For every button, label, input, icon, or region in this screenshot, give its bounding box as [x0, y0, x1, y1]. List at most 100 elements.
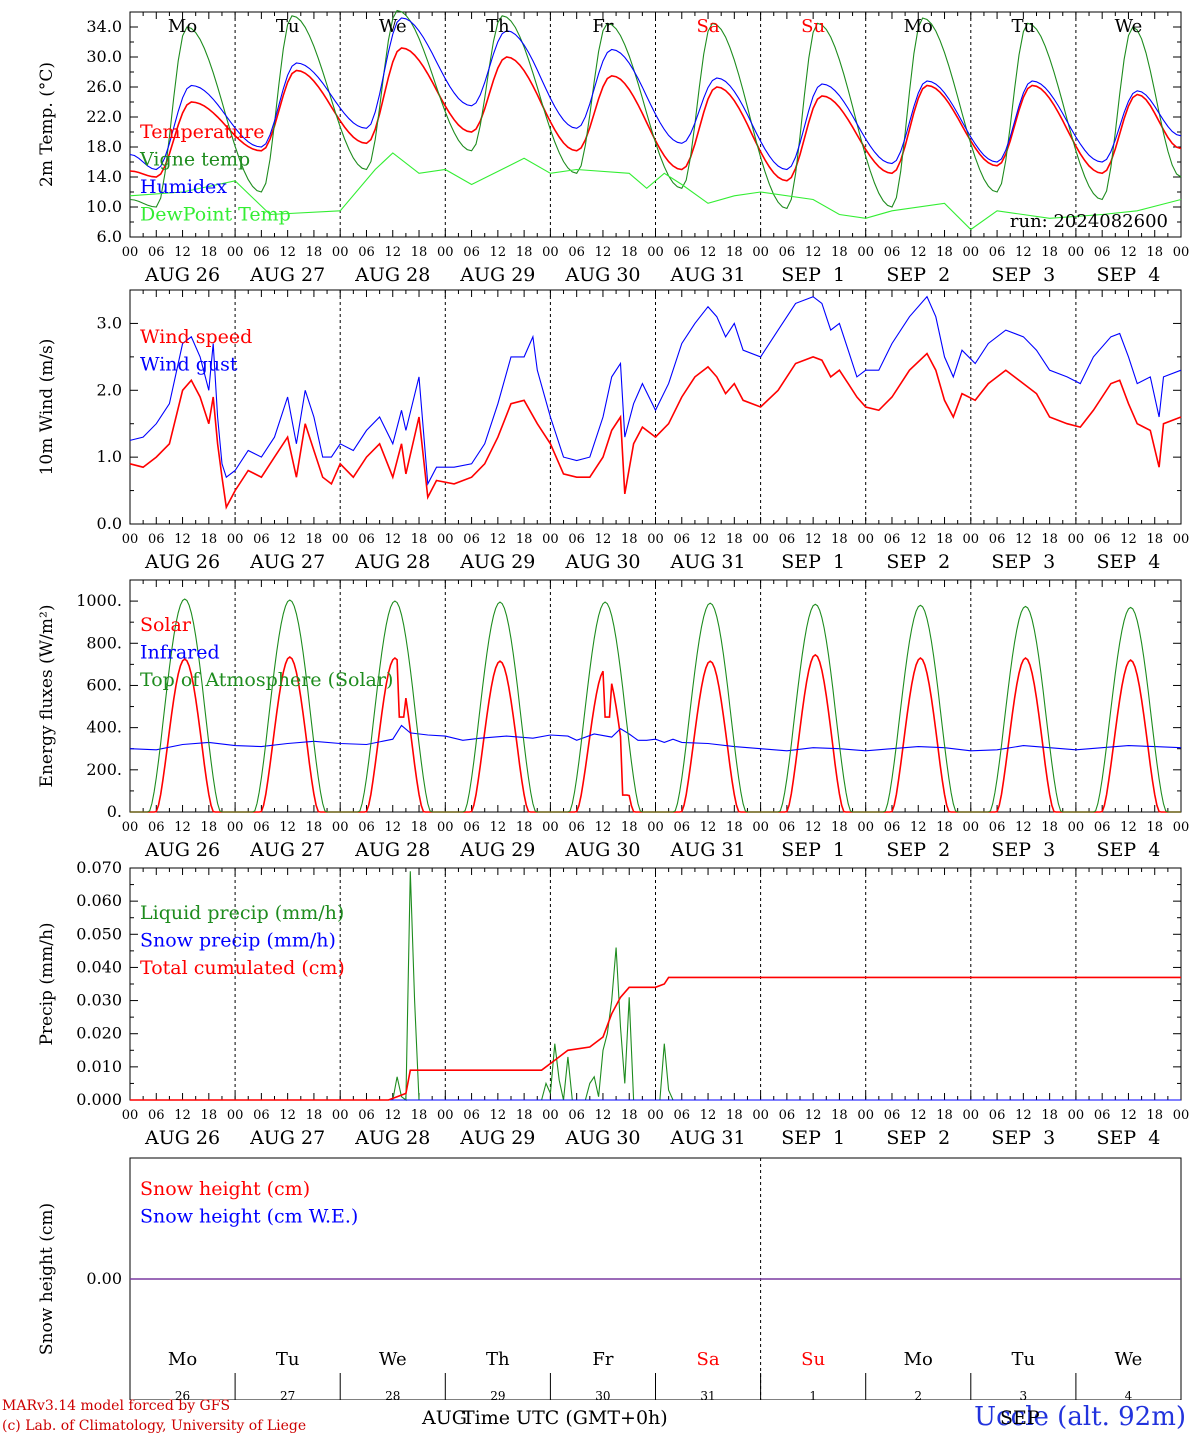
day-number-label: 28 — [385, 1389, 400, 1400]
wind-hour-label: 06 — [358, 532, 375, 547]
temperature-hour-label: 00 — [1173, 245, 1190, 260]
temperature-y-tick-label: 14.0 — [86, 167, 122, 186]
precip-hour-label: 00 — [1173, 1108, 1190, 1123]
wind-day-label: SEP 3 — [991, 551, 1055, 573]
wind-series-wind-speed — [129, 352, 1182, 510]
temperature-day-label: AUG 30 — [564, 264, 640, 286]
energy-hour-label: 12 — [279, 820, 296, 835]
weekday-label-top: Fr — [592, 16, 613, 37]
precip-hour-label: 18 — [306, 1108, 323, 1123]
precip-hour-label: 06 — [884, 1108, 901, 1123]
precip-series-total-cumulated-cm- — [130, 976, 1181, 1101]
temperature-y-axis-label: 2m Temp. (°C) — [37, 62, 57, 187]
temperature-hour-label: 00 — [963, 245, 980, 260]
wind-hour-label: 18 — [831, 532, 848, 547]
snow-y-axis-label: Snow height (cm) — [37, 1203, 57, 1355]
energy-day-label: SEP 4 — [1097, 839, 1161, 861]
weekday-label-top: We — [379, 16, 407, 37]
precip-hour-label: 06 — [253, 1108, 270, 1123]
precip-day-label: AUG 26 — [144, 1127, 220, 1149]
energy-day-label: SEP 1 — [781, 839, 845, 861]
energy-hour-label: 00 — [1173, 820, 1190, 835]
energy-hour-label: 00 — [1068, 820, 1085, 835]
energy-legend-solar: Solar — [140, 614, 192, 636]
energy-hour-label: 18 — [516, 820, 533, 835]
weekday-label-bottom: Tu — [1012, 1349, 1036, 1370]
temperature-day-label: AUG 28 — [354, 264, 430, 286]
precip-hour-label: 18 — [621, 1108, 638, 1123]
temperature-hour-label: 00 — [437, 245, 454, 260]
precip-y-tick-label: 0.010 — [76, 1057, 122, 1076]
precip-hour-label: 18 — [936, 1108, 953, 1123]
temperature-hour-label: 12 — [595, 245, 612, 260]
temperature-hour-label: 00 — [647, 245, 664, 260]
energy-hour-label: 12 — [174, 820, 191, 835]
energy-hour-label: 00 — [437, 820, 454, 835]
energy-hour-label: 18 — [936, 820, 953, 835]
precip-day-label: SEP 4 — [1097, 1127, 1161, 1149]
weekday-label-bottom: We — [379, 1349, 407, 1370]
temperature-series-humidex — [129, 17, 1182, 171]
day-number-label: 2 — [914, 1389, 922, 1400]
temperature-hour-label: 00 — [332, 245, 349, 260]
precip-hour-label: 00 — [227, 1108, 244, 1123]
energy-hour-label: 00 — [752, 820, 769, 835]
energy-hour-label: 06 — [779, 820, 796, 835]
wind-hour-label: 18 — [411, 532, 428, 547]
precip-hour-label: 12 — [279, 1108, 296, 1123]
precip-hour-label: 06 — [989, 1108, 1006, 1123]
meteogram: 6.010.014.018.022.026.030.034.02m Temp. … — [37, 9, 1190, 1400]
temperature-hour-label: 12 — [490, 245, 507, 260]
wind-hour-label: 00 — [1068, 532, 1085, 547]
precip-legend-snow-precip-mm-h-: Snow precip (mm/h) — [140, 930, 336, 952]
footer-axis: AUG Time UTC (GMT+0h) SEP — [421, 1407, 1040, 1429]
temperature-hour-label: 12 — [805, 245, 822, 260]
wind-day-label: AUG 28 — [354, 551, 430, 573]
precip-hour-label: 12 — [700, 1108, 717, 1123]
energy-hour-label: 18 — [1041, 820, 1058, 835]
wind-hour-label: 06 — [253, 532, 270, 547]
time-axis-label: Time UTC (GMT+0h) — [462, 1407, 668, 1429]
energy-hour-label: 18 — [411, 820, 428, 835]
wind-hour-label: 00 — [437, 532, 454, 547]
energy-hour-label: 06 — [884, 820, 901, 835]
weekday-label-bottom: Sa — [697, 1349, 720, 1370]
wind-hour-label: 00 — [542, 532, 559, 547]
energy-hour-label: 18 — [831, 820, 848, 835]
temperature-hour-label: 18 — [411, 245, 428, 260]
temperature-y-tick-label: 10.0 — [86, 197, 122, 216]
precip-hour-label: 06 — [674, 1108, 691, 1123]
energy-hour-label: 00 — [857, 820, 874, 835]
temperature-y-tick-label: 22.0 — [86, 107, 122, 126]
precip-hour-label: 18 — [516, 1108, 533, 1123]
precip-hour-label: 12 — [174, 1108, 191, 1123]
wind-hour-label: 06 — [568, 532, 585, 547]
wind-hour-label: 18 — [1041, 532, 1058, 547]
temperature-hour-label: 12 — [174, 245, 191, 260]
precip-y-tick-label: 0.060 — [76, 891, 122, 910]
energy-hour-label: 00 — [227, 820, 244, 835]
wind-day-label: SEP 4 — [1097, 551, 1161, 573]
wind-hour-label: 00 — [122, 532, 139, 547]
temperature-hour-label: 00 — [227, 245, 244, 260]
energy-y-tick-label: 600. — [86, 675, 122, 694]
energy-hour-label: 18 — [621, 820, 638, 835]
precip-hour-label: 06 — [1094, 1108, 1111, 1123]
temperature-hour-label: 12 — [1015, 245, 1032, 260]
temperature-hour-label: 12 — [700, 245, 717, 260]
wind-hour-label: 00 — [752, 532, 769, 547]
wind-hour-label: 06 — [674, 532, 691, 547]
wind-day-label: AUG 27 — [249, 551, 325, 573]
energy-day-label: AUG 30 — [564, 839, 640, 861]
temperature-run-annotation: run: 2024082600 — [1010, 211, 1168, 232]
wind-hour-label: 06 — [884, 532, 901, 547]
energy-hour-label: 12 — [595, 820, 612, 835]
temperature-day-label: AUG 26 — [144, 264, 220, 286]
energy-day-label: SEP 3 — [991, 839, 1055, 861]
temperature-hour-label: 06 — [779, 245, 796, 260]
energy-hour-label: 12 — [1120, 820, 1137, 835]
temperature-hour-label: 12 — [910, 245, 927, 260]
energy-hour-label: 06 — [568, 820, 585, 835]
energy-y-tick-label: 800. — [86, 633, 122, 652]
temperature-hour-label: 06 — [148, 245, 165, 260]
